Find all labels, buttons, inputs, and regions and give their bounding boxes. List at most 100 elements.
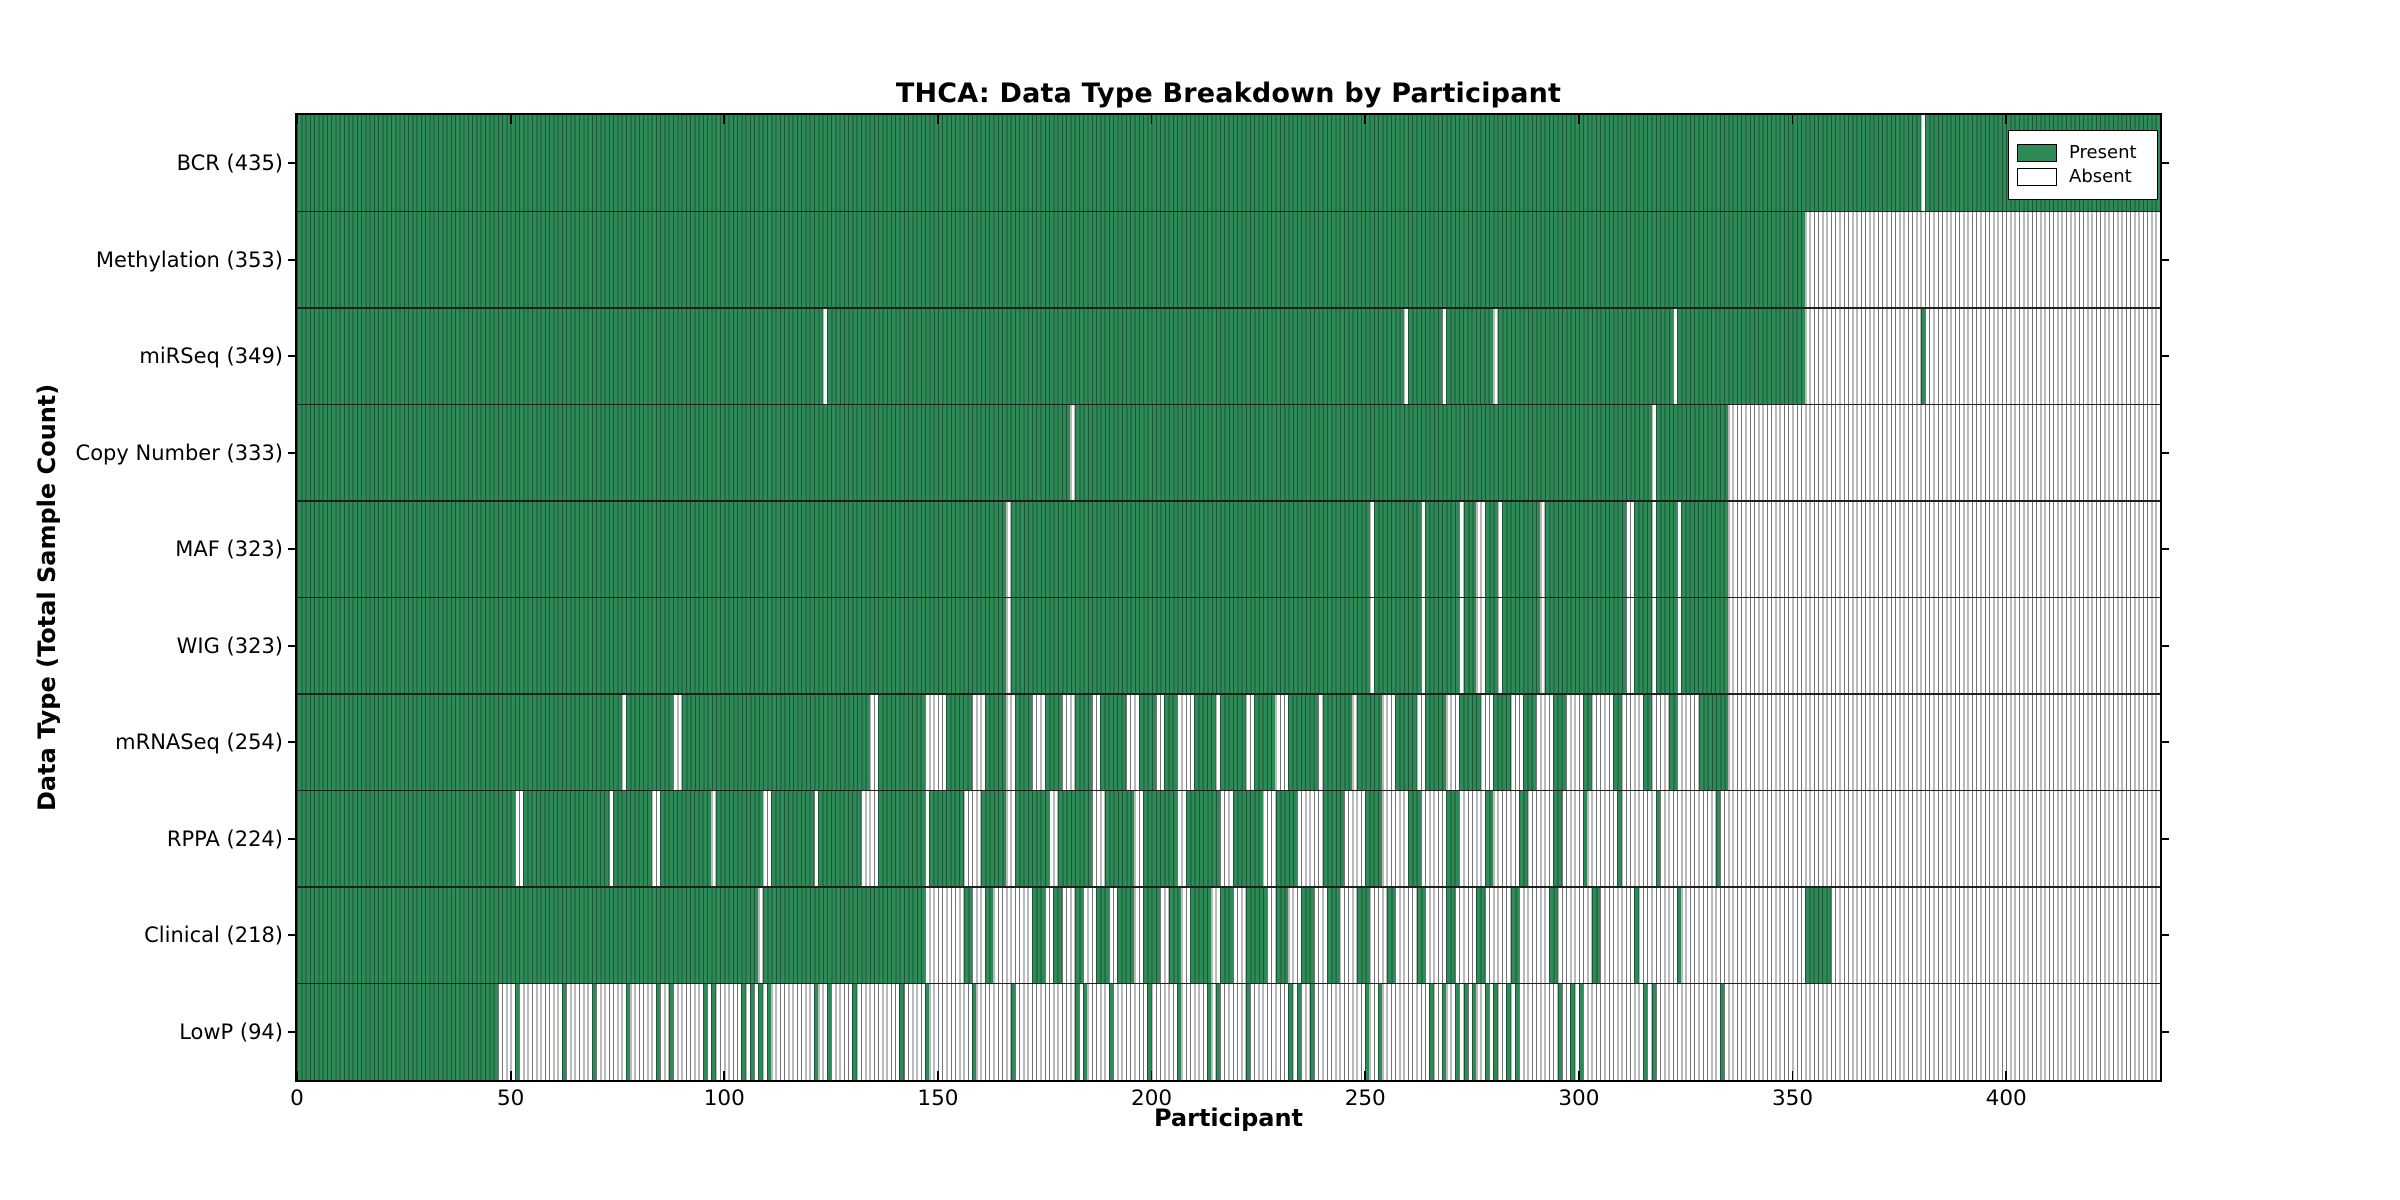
segment-present [1425, 501, 1460, 598]
row-separator [297, 596, 2160, 599]
segment-present [1296, 983, 1302, 1080]
segment-present [297, 115, 1921, 212]
segment-present [1698, 694, 1729, 791]
x-tick-mark [937, 115, 939, 124]
segment-present [1519, 790, 1528, 887]
segment-present [1484, 983, 1490, 1080]
segment-present [668, 983, 673, 1080]
row-separator [297, 307, 2160, 309]
data-row-mirseq [297, 308, 2160, 405]
data-row-clinical [297, 887, 2160, 984]
segment-present [1805, 887, 1831, 984]
x-tick-label-400: 400 [1985, 1086, 2027, 1111]
row-label-clinical: Clinical (218) [144, 923, 283, 948]
segment-present [1275, 790, 1297, 887]
segment-present [1010, 501, 1370, 598]
segment-present [1463, 501, 1477, 598]
y-tick-mark [288, 162, 296, 165]
segment-present [1506, 983, 1511, 1080]
data-row-methylation [297, 211, 2160, 308]
data-row-copy-number [297, 404, 2160, 501]
x-tick-mark [723, 115, 726, 124]
segment-present [1074, 694, 1092, 791]
legend-entry-absent: Absent [2017, 167, 2147, 187]
legend-entry-present: Present [2017, 143, 2147, 163]
segment-present [1634, 887, 1639, 984]
segment-present [878, 694, 926, 791]
segment-present [297, 983, 498, 1080]
segment-present [741, 983, 746, 1080]
x-tick-label-0: 0 [290, 1086, 304, 1111]
x-tick-label-50: 50 [496, 1086, 525, 1111]
row-label-mrnaseq: mRNASeq (254) [115, 730, 283, 755]
y-tick-mark [288, 741, 296, 744]
segment-present [1510, 887, 1520, 984]
segment-present [1642, 983, 1648, 1080]
segment-present [1642, 694, 1652, 791]
segment-present [1322, 790, 1344, 887]
x-tick-mark [2005, 115, 2008, 124]
segment-present [771, 790, 814, 887]
segment-present [762, 887, 926, 984]
segment-present [1096, 887, 1109, 984]
segment-present [1493, 983, 1498, 1080]
segment-present [1074, 404, 1652, 501]
x-tick-label-250: 250 [1344, 1086, 1386, 1111]
legend-label-absent: Absent [2069, 166, 2132, 187]
segment-present [984, 887, 994, 984]
x-tick-mark [509, 115, 512, 124]
x-tick-mark [1150, 1071, 1153, 1080]
segment-present [1373, 597, 1421, 694]
segment-present [1459, 694, 1481, 791]
segment-present [1583, 790, 1588, 887]
segment-present [1544, 597, 1626, 694]
segment-present [1326, 887, 1340, 984]
segment-present [1185, 790, 1220, 887]
segment-present [1484, 501, 1498, 598]
segment-present [1548, 887, 1558, 984]
segment-present [1668, 694, 1678, 791]
x-tick-label-150: 150 [917, 1086, 959, 1111]
segment-present [1544, 501, 1626, 598]
segment-present [1472, 983, 1477, 1080]
segment-present [523, 790, 609, 887]
legend-swatch-absent-icon [2017, 168, 2057, 186]
segment-present [702, 983, 708, 1080]
segment-present [1454, 983, 1460, 1080]
x-tick-mark [1577, 115, 1580, 124]
segment-present [1442, 983, 1447, 1080]
segment-present [1570, 983, 1575, 1080]
x-tick-mark [723, 1071, 726, 1080]
data-row-rppa [297, 790, 2160, 887]
segment-present [1651, 983, 1656, 1080]
x-tick-label-300: 300 [1558, 1086, 1600, 1111]
segment-present [1245, 983, 1250, 1080]
y-tick-mark [2161, 644, 2169, 647]
segment-present [826, 983, 832, 1080]
data-row-lowp [297, 983, 2160, 1080]
segment-present [1484, 790, 1494, 887]
legend-swatch-present-icon [2017, 144, 2057, 162]
segment-present [297, 501, 1007, 598]
segment-present [1476, 887, 1485, 984]
x-axis-label: Participant [1153, 1104, 1304, 1132]
legend: Present Absent [2008, 130, 2158, 200]
x-tick-mark [1364, 115, 1367, 124]
segment-present [1100, 694, 1126, 791]
row-separator [297, 982, 2160, 985]
segment-present [1365, 790, 1383, 887]
row-label-lowp: LowP (94) [179, 1019, 283, 1044]
segment-present [1044, 694, 1062, 791]
segment-present [1501, 597, 1541, 694]
segment-present [1164, 694, 1178, 791]
data-row-mrnaseq [297, 694, 2160, 791]
y-tick-mark [2161, 258, 2169, 261]
segment-present [1378, 983, 1383, 1080]
segment-present [1681, 597, 1729, 694]
segment-present [1719, 983, 1725, 1080]
x-tick-mark [296, 1071, 298, 1080]
segment-present [1104, 790, 1135, 887]
segment-present [814, 983, 819, 1080]
y-tick-mark [2161, 355, 2169, 358]
segment-present [1677, 308, 1806, 405]
